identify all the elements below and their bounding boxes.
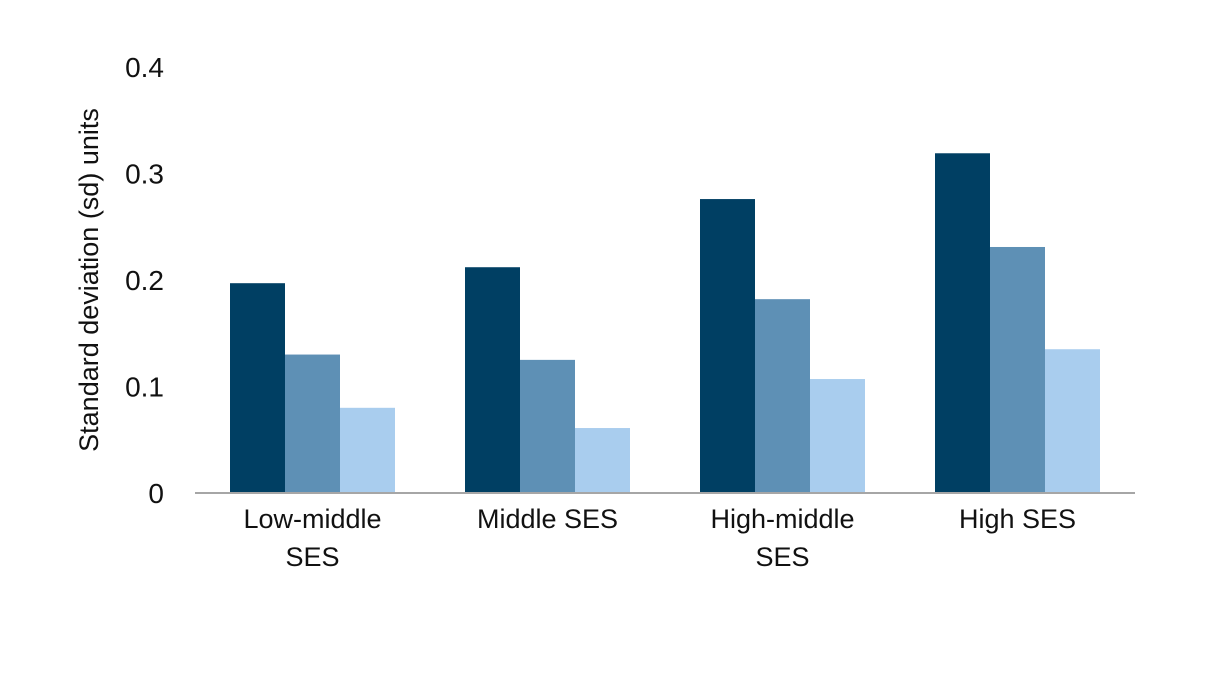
y-tick-label: 0.2 <box>125 265 164 296</box>
x-category-label: Low-middle SES <box>243 504 381 572</box>
bar <box>755 299 810 493</box>
x-category-label: High SES <box>959 504 1076 534</box>
y-tick-label: 0.1 <box>125 372 164 403</box>
y-axis-title: Standard deviation (sd) units <box>74 108 104 452</box>
y-axis-title-group: Standard deviation (sd) units <box>74 108 104 452</box>
x-category-label-line: Low-middle <box>243 504 381 534</box>
x-category-label-line: Middle SES <box>477 504 618 534</box>
x-category-label-line: High SES <box>959 504 1076 534</box>
bar <box>1045 349 1100 493</box>
bar <box>340 407 395 493</box>
y-tick-label: 0 <box>148 478 164 509</box>
bar <box>465 267 520 493</box>
bars <box>230 153 1100 493</box>
x-category-label-line: High-middle <box>710 504 854 534</box>
y-axis-ticks: 0 0.1 0.2 0.3 0.4 <box>125 52 164 509</box>
bar <box>935 153 990 493</box>
y-tick-label: 0.3 <box>125 159 164 190</box>
bar <box>285 354 340 493</box>
x-category-label: Middle SES <box>477 504 618 534</box>
x-category-label-line: SES <box>285 542 339 572</box>
bar <box>990 246 1045 493</box>
bar <box>520 359 575 493</box>
bar <box>230 283 285 493</box>
bar <box>700 199 755 493</box>
bar <box>810 379 865 493</box>
bar <box>575 428 630 493</box>
y-tick-label: 0.4 <box>125 52 164 83</box>
x-category-label: High-middle SES <box>710 504 854 572</box>
x-category-label-line: SES <box>755 542 809 572</box>
